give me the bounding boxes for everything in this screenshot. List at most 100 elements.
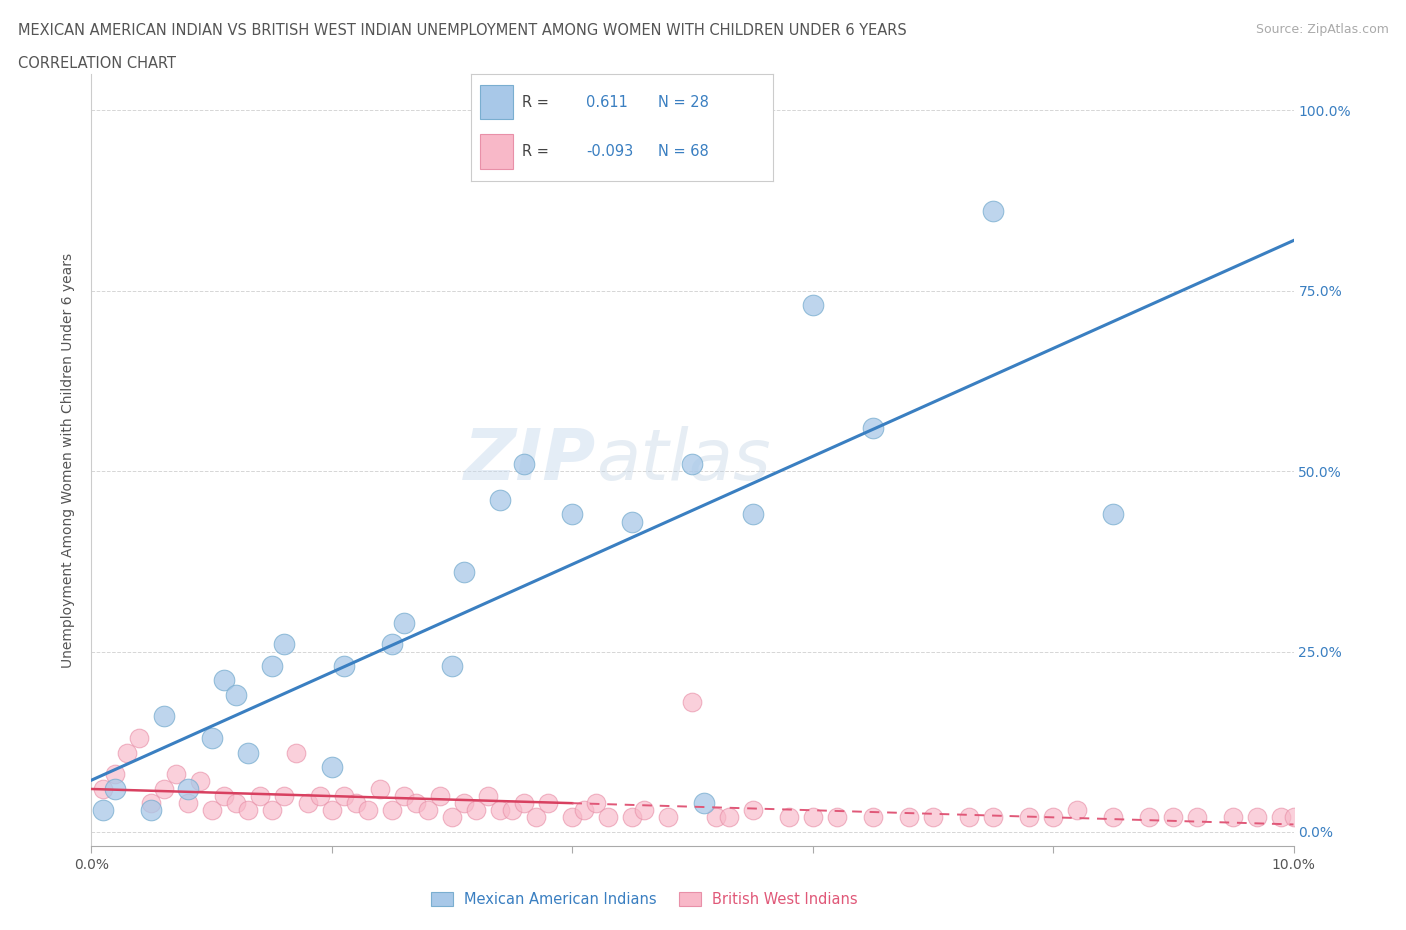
Point <box>1222 810 1244 825</box>
Point <box>657 810 679 825</box>
Point <box>152 709 174 724</box>
Point <box>1102 507 1125 522</box>
Point <box>1161 810 1184 825</box>
Point <box>981 810 1004 825</box>
Point <box>1270 810 1292 825</box>
Point <box>165 766 187 781</box>
Point <box>585 795 607 810</box>
Point <box>513 795 536 810</box>
Bar <box>479 134 513 168</box>
Point <box>706 810 728 825</box>
Point <box>201 803 224 817</box>
Point <box>429 789 451 804</box>
Bar <box>479 85 513 119</box>
Point <box>188 774 211 789</box>
Point <box>368 781 391 796</box>
Point <box>260 803 283 817</box>
Point <box>321 760 343 775</box>
Y-axis label: Unemployment Among Women with Children Under 6 years: Unemployment Among Women with Children U… <box>62 253 76 668</box>
Text: 0.611: 0.611 <box>586 95 627 110</box>
Point <box>489 493 512 508</box>
Point <box>357 803 380 817</box>
Text: Source: ZipAtlas.com: Source: ZipAtlas.com <box>1256 23 1389 36</box>
Point <box>717 810 740 825</box>
Text: MEXICAN AMERICAN INDIAN VS BRITISH WEST INDIAN UNEMPLOYMENT AMONG WOMEN WITH CHI: MEXICAN AMERICAN INDIAN VS BRITISH WEST … <box>18 23 907 38</box>
Point <box>141 795 163 810</box>
Point <box>1066 803 1088 817</box>
Point <box>862 810 884 825</box>
Point <box>152 781 174 796</box>
Text: ZIP: ZIP <box>464 426 596 495</box>
Point <box>141 803 163 817</box>
Point <box>225 687 247 702</box>
Point <box>801 810 824 825</box>
Point <box>574 803 596 817</box>
Point <box>104 781 127 796</box>
Point <box>801 298 824 312</box>
Point <box>333 658 356 673</box>
Point <box>381 637 404 652</box>
Point <box>225 795 247 810</box>
Point <box>1042 810 1064 825</box>
Point <box>453 565 475 579</box>
Point <box>778 810 800 825</box>
Point <box>489 803 512 817</box>
Point <box>453 795 475 810</box>
Point <box>957 810 980 825</box>
Point <box>284 745 307 760</box>
Text: N = 28: N = 28 <box>658 95 709 110</box>
Point <box>501 803 523 817</box>
Point <box>117 745 139 760</box>
Point <box>176 781 198 796</box>
Point <box>212 673 235 688</box>
Point <box>321 803 343 817</box>
Point <box>440 810 463 825</box>
Point <box>1282 810 1305 825</box>
Point <box>741 803 763 817</box>
Point <box>212 789 235 804</box>
Point <box>693 795 716 810</box>
Text: R =: R = <box>523 144 550 159</box>
Point <box>201 731 224 746</box>
Point <box>477 789 499 804</box>
Point <box>308 789 330 804</box>
Text: N = 68: N = 68 <box>658 144 709 159</box>
Point <box>633 803 655 817</box>
Point <box>681 695 703 710</box>
Point <box>392 789 415 804</box>
Point <box>236 803 259 817</box>
Point <box>681 457 703 472</box>
Point <box>1246 810 1268 825</box>
Point <box>344 795 367 810</box>
Point <box>93 803 115 817</box>
Point <box>333 789 356 804</box>
Point <box>273 637 295 652</box>
Legend: Mexican American Indians, British West Indians: Mexican American Indians, British West I… <box>425 885 863 912</box>
Text: CORRELATION CHART: CORRELATION CHART <box>18 56 176 71</box>
Point <box>381 803 404 817</box>
Text: R =: R = <box>523 95 550 110</box>
Point <box>405 795 427 810</box>
Point <box>1018 810 1040 825</box>
Text: atlas: atlas <box>596 426 770 495</box>
Point <box>465 803 488 817</box>
Point <box>981 204 1004 219</box>
Point <box>862 420 884 435</box>
Point <box>537 795 560 810</box>
Point <box>741 507 763 522</box>
Point <box>561 507 583 522</box>
Point <box>1187 810 1209 825</box>
Point <box>922 810 945 825</box>
Point <box>392 616 415 631</box>
Point <box>598 810 620 825</box>
Point <box>176 795 198 810</box>
Point <box>621 514 644 529</box>
Point <box>897 810 920 825</box>
Point <box>1102 810 1125 825</box>
Point <box>93 781 115 796</box>
Point <box>621 810 644 825</box>
Point <box>416 803 439 817</box>
Point <box>524 810 547 825</box>
Point <box>440 658 463 673</box>
Point <box>236 745 259 760</box>
